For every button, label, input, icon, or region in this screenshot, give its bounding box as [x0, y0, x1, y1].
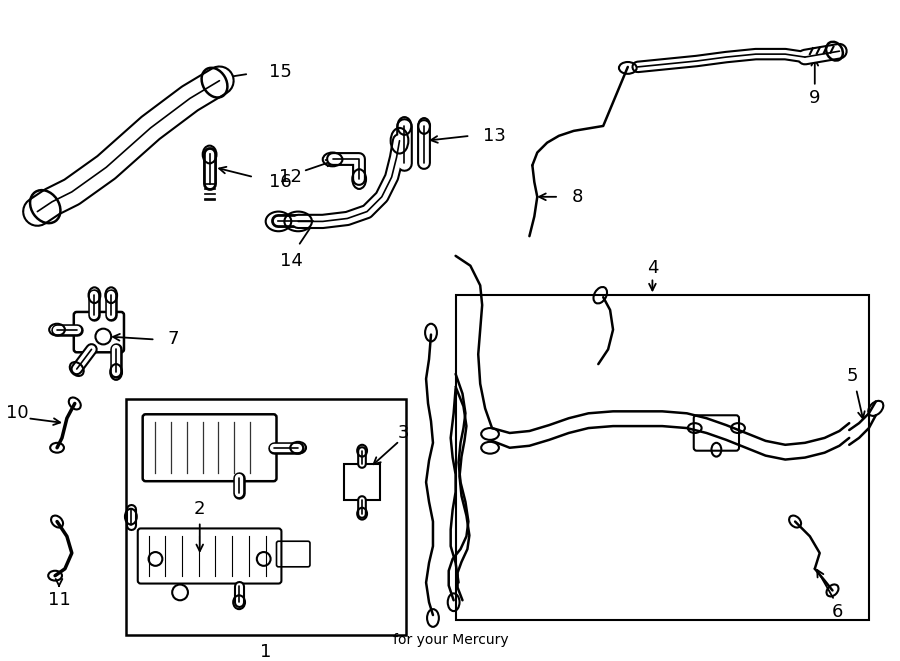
Bar [126, 399, 407, 635]
Text: 7: 7 [167, 330, 179, 348]
Text: 5: 5 [846, 367, 858, 385]
Text: 9: 9 [809, 89, 821, 107]
Text: 2: 2 [194, 500, 205, 518]
Text: 10: 10 [6, 405, 29, 422]
Text: 16: 16 [268, 173, 292, 191]
Text: for your Mercury: for your Mercury [393, 633, 508, 646]
Text: 1: 1 [260, 643, 272, 661]
Text: 12: 12 [279, 168, 302, 186]
Bar [455, 295, 868, 620]
Text: 11: 11 [48, 592, 70, 609]
Text: 3: 3 [398, 424, 410, 442]
Text: 6: 6 [832, 603, 843, 621]
Text: 8: 8 [572, 188, 583, 206]
Text: 14: 14 [280, 252, 302, 270]
Text: 13: 13 [483, 127, 506, 145]
Bar [345, 465, 380, 500]
Text: 15: 15 [268, 63, 292, 81]
Text: 4: 4 [647, 258, 658, 277]
